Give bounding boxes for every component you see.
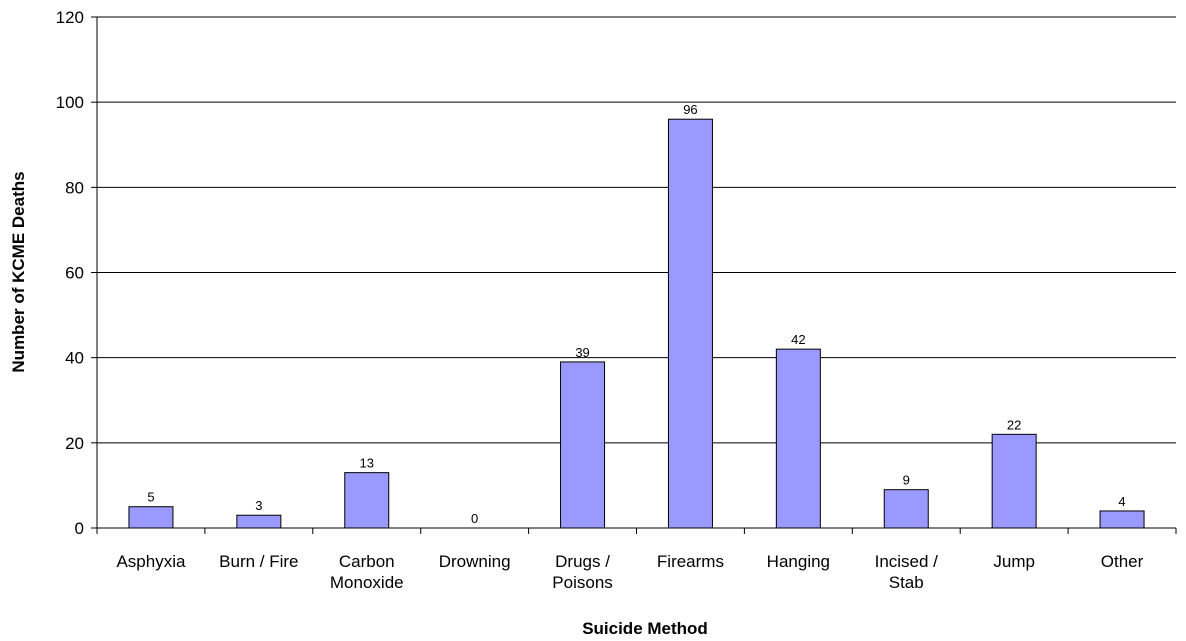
x-tick-label-line: Firearms (657, 552, 724, 571)
y-tick-label: 120 (56, 8, 84, 27)
y-tick-label: 20 (65, 434, 84, 453)
x-tick-label-line: Incised / (875, 552, 939, 571)
y-tick-label: 60 (65, 264, 84, 283)
bar (991, 433, 1037, 529)
x-tick-label-line: Drowning (439, 552, 511, 571)
x-tick-label-line: Asphyxia (116, 552, 186, 571)
x-tick-label: Hanging (767, 552, 830, 571)
x-tick-label: Jump (993, 552, 1035, 571)
x-tick-label: Drowning (439, 552, 511, 571)
x-tick-label-line: Monoxide (330, 573, 404, 592)
bar (1099, 510, 1145, 529)
y-tick-labels: 0 20 40 60 80 100 120 (56, 8, 84, 538)
data-label: 22 (1007, 417, 1021, 432)
data-label: 0 (471, 511, 478, 526)
x-tick-label: Firearms (657, 552, 724, 571)
data-label: 42 (791, 332, 805, 347)
x-tick-label: Asphyxia (116, 552, 186, 571)
y-tick-label: 80 (65, 178, 84, 197)
x-tick-label: Drugs / Poisons (552, 552, 612, 592)
bar (236, 514, 282, 529)
x-axis-title: Suicide Method (582, 619, 708, 638)
bar (667, 118, 713, 529)
bars (128, 118, 1145, 529)
data-label: 5 (147, 490, 154, 505)
data-labels: 5 3 13 0 39 96 42 9 22 4 (147, 102, 1125, 526)
x-tick-label: Other (1101, 552, 1144, 571)
data-label: 13 (360, 456, 374, 471)
data-label: 96 (683, 102, 697, 117)
x-tick-label-line: Hanging (767, 552, 830, 571)
gridlines (97, 16, 1176, 444)
x-tick-label-line: Stab (889, 573, 924, 592)
x-tick-label: Burn / Fire (219, 552, 298, 571)
x-tick-label-line: Jump (993, 552, 1035, 571)
x-tick-label: Carbon Monoxide (330, 552, 404, 592)
bar (775, 348, 821, 529)
x-tick-label-line: Other (1101, 552, 1144, 571)
y-tick-label: 0 (75, 519, 84, 538)
x-tick-label-line: Burn / Fire (219, 552, 298, 571)
bar (560, 361, 606, 529)
bar (883, 489, 929, 529)
x-tick-label: Incised / Stab (875, 552, 939, 592)
x-tick-label-line: Poisons (552, 573, 612, 592)
x-tick-label-line: Carbon (339, 552, 395, 571)
x-tick-label-line: Drugs / (555, 552, 610, 571)
data-label: 9 (903, 473, 910, 488)
y-tick-label: 40 (65, 349, 84, 368)
y-axis-title: Number of KCME Deaths (9, 171, 28, 372)
x-tick-labels: Asphyxia Burn / Fire Carbon Monoxide Drownin… (116, 552, 1143, 592)
bar (128, 506, 174, 529)
data-label: 39 (575, 345, 589, 360)
y-tick-label: 100 (56, 93, 84, 112)
data-label: 4 (1118, 494, 1125, 509)
axes (91, 16, 1177, 534)
bar (344, 472, 390, 529)
data-label: 3 (255, 498, 262, 513)
